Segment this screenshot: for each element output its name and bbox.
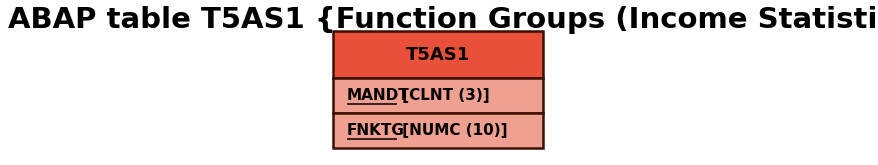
Bar <box>333 113 543 148</box>
Text: SAP ABAP table T5AS1 {Function Groups (Income Statistics)}: SAP ABAP table T5AS1 {Function Groups (I… <box>0 6 878 34</box>
Text: [NUMC (10)]: [NUMC (10)] <box>397 123 507 138</box>
Text: T5AS1: T5AS1 <box>406 46 470 64</box>
Text: [CLNT (3)]: [CLNT (3)] <box>397 88 489 103</box>
Text: MANDT: MANDT <box>347 88 409 103</box>
Bar <box>333 31 543 78</box>
Bar <box>333 78 543 113</box>
Text: FNKTG: FNKTG <box>347 123 405 138</box>
